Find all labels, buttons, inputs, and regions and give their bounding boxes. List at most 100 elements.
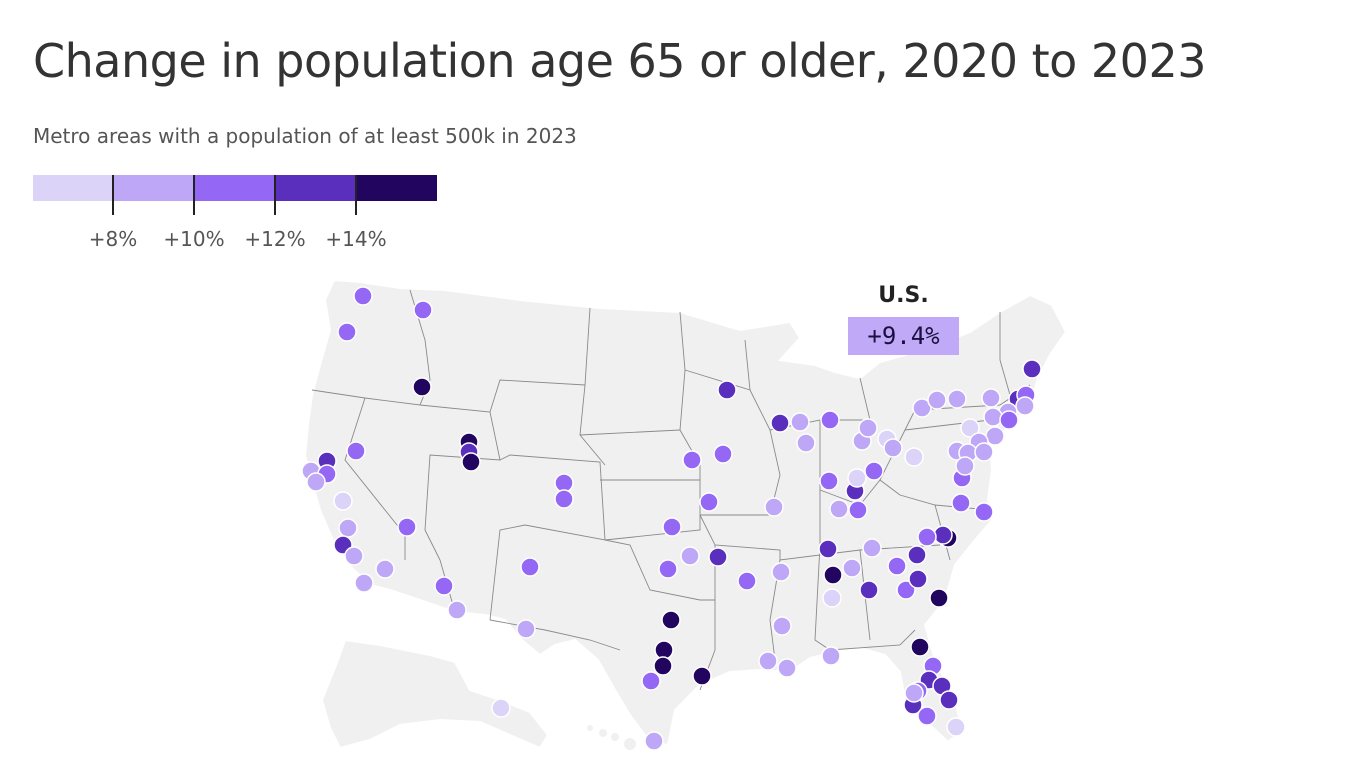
legend-tick-1 [112,175,114,215]
metro-marker[interactable] [771,562,791,582]
metro-marker[interactable] [306,472,326,492]
metro-marker[interactable] [896,580,916,600]
metro-marker[interactable] [864,461,884,481]
legend-label-12: +12% [244,227,306,251]
metro-marker[interactable] [908,569,928,589]
legend-tick-2 [193,175,195,215]
hawaii-shape [587,725,636,750]
metro-marker[interactable] [554,489,574,509]
metro-marker[interactable] [338,518,358,538]
metro-marker[interactable] [662,517,682,537]
metro-marker[interactable] [862,538,882,558]
metro-marker[interactable] [758,651,778,671]
metro-marker[interactable] [842,558,862,578]
metro-marker[interactable] [951,493,971,513]
metro-marker[interactable] [822,588,842,608]
metro-marker[interactable] [904,683,924,703]
metro-marker[interactable] [974,502,994,522]
metro-marker[interactable] [927,390,947,410]
metro-marker[interactable] [917,706,937,726]
metro-marker[interactable] [999,410,1019,430]
metro-marker[interactable] [699,492,719,512]
legend-label-10: +10% [163,227,225,251]
metro-marker[interactable] [829,499,849,519]
metro-markers [301,286,1042,751]
metro-marker[interactable] [823,565,843,585]
metro-marker[interactable] [777,658,797,678]
metro-marker[interactable] [353,286,373,306]
metro-marker[interactable] [981,388,1001,408]
legend-swatch-4 [275,175,357,201]
metro-marker[interactable] [904,447,924,467]
metro-marker[interactable] [910,637,930,657]
metro-marker[interactable] [772,616,792,636]
metro-marker[interactable] [654,640,674,660]
metro-marker[interactable] [397,517,417,537]
metro-marker[interactable] [764,497,784,517]
metro-marker[interactable] [708,547,728,567]
metro-marker[interactable] [929,588,949,608]
metro-marker[interactable] [819,471,839,491]
metro-marker[interactable] [821,646,841,666]
metro-marker[interactable] [658,559,678,579]
metro-marker[interactable] [960,418,980,438]
metro-marker[interactable] [644,731,664,751]
metro-marker[interactable] [461,452,481,472]
metro-marker[interactable] [859,580,879,600]
metro-marker[interactable] [434,576,454,596]
metro-marker[interactable] [818,539,838,559]
metro-marker[interactable] [447,600,467,620]
metro-marker[interactable] [717,380,737,400]
legend-tick-4 [355,175,357,215]
metro-marker[interactable] [770,413,790,433]
metro-marker[interactable] [354,573,374,593]
metro-marker[interactable] [847,468,867,488]
metro-marker[interactable] [713,444,733,464]
legend-swatch-5 [356,175,437,201]
metro-marker[interactable] [1022,359,1042,379]
chart-subtitle: Metro areas with a population of at leas… [33,124,577,148]
metro-marker[interactable] [412,377,432,397]
metro-marker[interactable] [912,398,932,418]
metro-marker[interactable] [653,656,673,676]
metro-marker[interactable] [1015,396,1035,416]
metro-marker[interactable] [974,442,994,462]
metro-marker[interactable] [848,500,868,520]
metro-marker[interactable] [346,441,366,461]
metro-marker[interactable] [858,418,878,438]
color-legend: +8% +10% +12% +14% [33,175,437,251]
metro-marker[interactable] [917,527,937,547]
metro-marker[interactable] [692,666,712,686]
metro-marker[interactable] [955,456,975,476]
metro-marker[interactable] [883,438,903,458]
metro-marker[interactable] [737,571,757,591]
metro-marker[interactable] [796,433,816,453]
metro-marker[interactable] [983,407,1003,427]
legend-label-8: +8% [88,227,138,251]
metro-marker[interactable] [641,671,661,691]
metro-marker[interactable] [413,300,433,320]
metro-marker[interactable] [344,546,364,566]
metro-marker[interactable] [947,389,967,409]
metro-marker[interactable] [907,545,927,565]
metro-marker[interactable] [680,546,700,566]
metro-marker[interactable] [520,557,540,577]
metro-marker[interactable] [946,717,966,737]
metro-marker[interactable] [939,690,959,710]
metro-marker[interactable] [661,610,681,630]
metro-marker[interactable] [516,619,536,639]
metro-marker[interactable] [337,322,357,342]
chart-title: Change in population age 65 or older, 20… [33,34,1206,88]
metro-marker[interactable] [933,525,953,545]
legend-swatch-2 [113,175,195,201]
us-callout-label: U.S. [878,283,929,308]
metro-marker[interactable] [682,450,702,470]
metro-marker[interactable] [333,491,353,511]
metro-marker[interactable] [790,412,810,432]
metro-marker[interactable] [820,410,840,430]
metro-marker[interactable] [491,698,511,718]
metro-marker[interactable] [887,556,907,576]
metro-marker[interactable] [375,559,395,579]
legend-swatch-3 [194,175,276,201]
